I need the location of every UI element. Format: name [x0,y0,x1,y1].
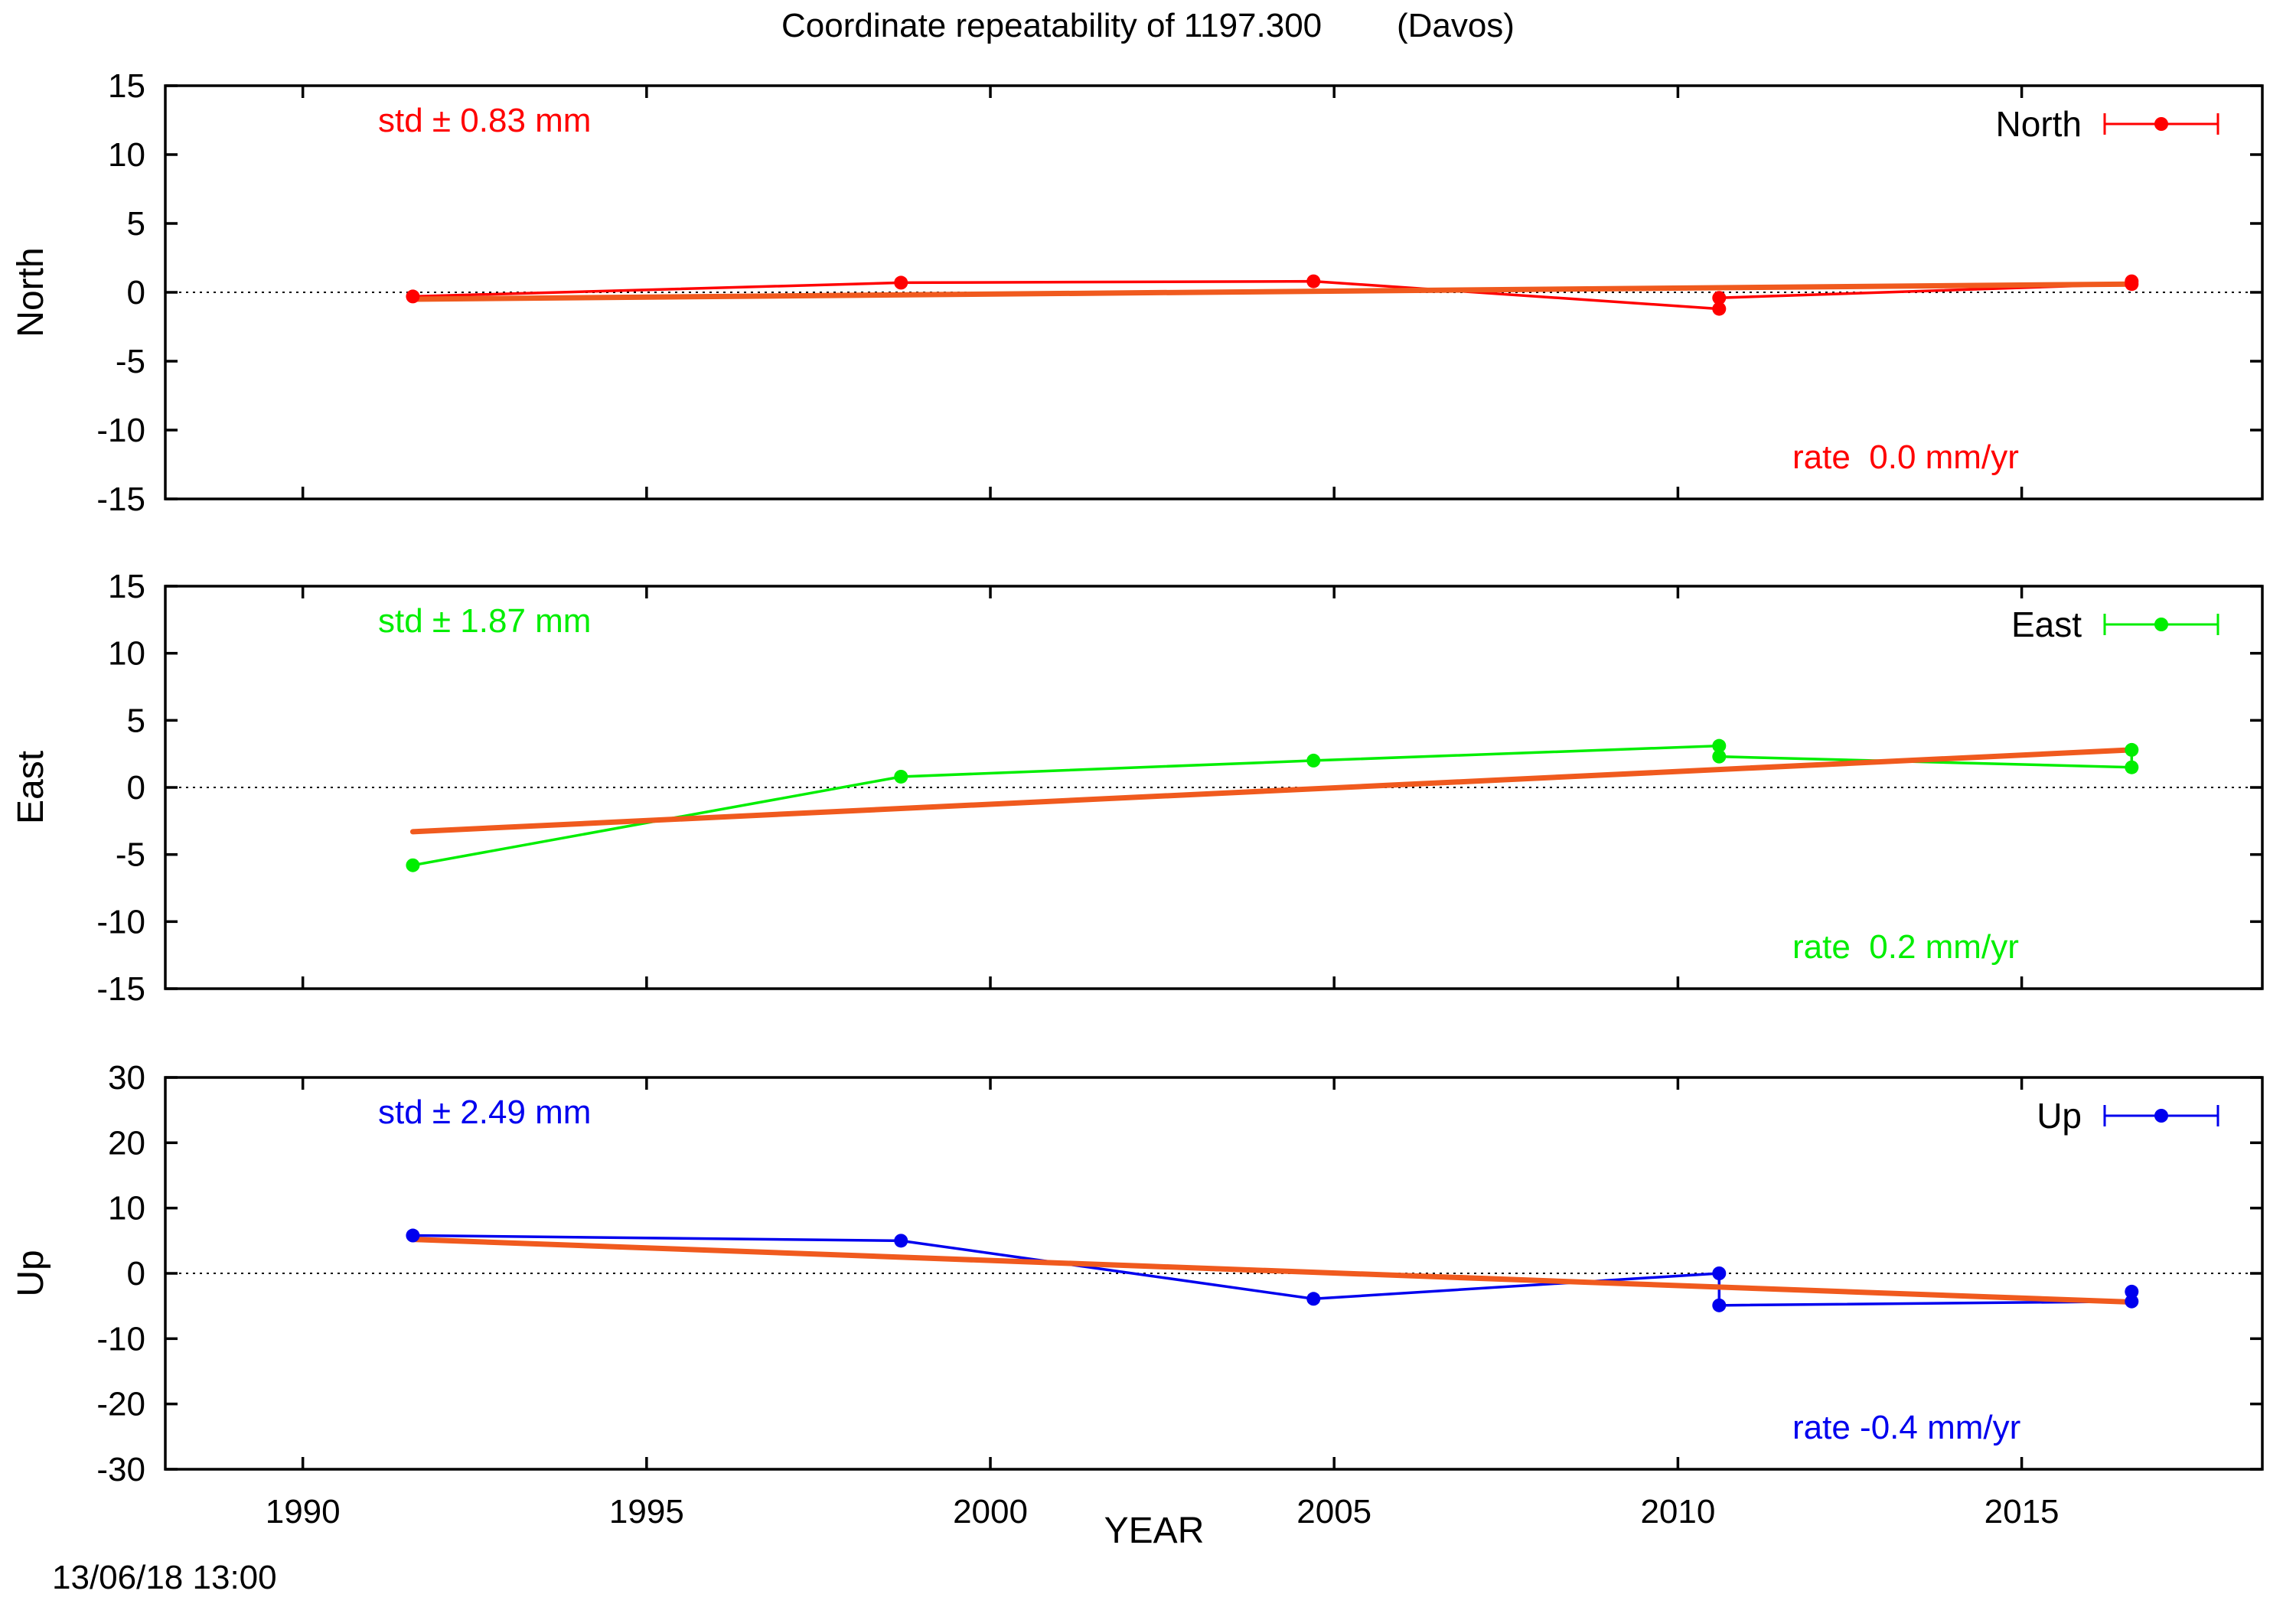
north-y-axis-label: North [11,247,51,337]
north-data-point [406,289,420,304]
up-y-tick-label: -20 [96,1386,145,1423]
east-y-tick-label: 0 [127,769,145,807]
east-panel: -15 -10 -5 0 5 10 15 East std ± 1.87 mm rate 0.2 … [11,568,2264,1008]
east-trend-line [409,747,2135,835]
up-data-point [2125,1284,2139,1299]
north-y-tick-label: -10 [96,412,145,449]
x-tick-label: 2015 [1985,1493,2060,1530]
east-y-tick-label: 15 [108,568,145,605]
up-legend-marker [2154,1109,2168,1123]
up-y-axis-label: Up [11,1250,51,1296]
north-y-tick-label: 0 [127,274,145,311]
up-y-tick-label: 10 [108,1190,145,1227]
north-y-tick-label: -15 [96,481,145,518]
east-y-axis-label: East [11,751,51,824]
up-data-point [2125,1294,2139,1309]
north-trend-line [409,281,2135,302]
east-y-tick-label: 5 [127,702,145,739]
up-data-point [1712,1266,1727,1280]
north-std-label: std ± 0.83 mm [378,102,591,139]
x-tick-label: 1990 [266,1493,341,1530]
north-data-point [894,275,908,290]
chart-title: Coordinate repeatability of 1197.300 (Da… [781,7,1515,44]
up-data-point [1306,1292,1321,1306]
up-y-tick-label: 0 [127,1255,145,1292]
east-legend-label: East [2011,605,2082,644]
east-data-point [1712,749,1727,764]
east-y-tick-label: -15 [96,970,145,1008]
east-y-tick-label: -5 [116,836,145,874]
north-y-tick-label: 10 [108,136,145,174]
x-tick-label: 2005 [1296,1493,1371,1530]
up-data-point [1712,1298,1727,1312]
up-rate-label: rate -0.4 mm/yr [1792,1409,2020,1446]
north-legend: North [1996,104,2219,144]
up-panel: -30 -20 -10 0 10 20 30 Up std ± 2.49 mm rate -0.4… [11,1059,2264,1530]
east-data-point [1306,753,1321,768]
east-data-point [406,858,420,872]
east-std-label: std ± 1.87 mm [378,602,591,640]
x-tick-label: 1995 [609,1493,684,1530]
north-y-tick-label: 15 [108,67,145,105]
up-data-point [894,1234,908,1248]
east-y-tick-label: 10 [108,635,145,673]
north-data-point [1712,302,1727,316]
timestamp: 13/06/18 13:00 [52,1559,277,1596]
east-data-point [2125,742,2139,757]
east-data-point [2125,760,2139,774]
north-panel: -15 -10 -5 0 5 10 15 North std ± 0.83 mm rate 0.0… [11,67,2264,518]
east-legend-marker [2154,618,2168,631]
north-y-tick-label: 5 [127,205,145,243]
up-y-tick-label: -10 [96,1320,145,1358]
north-legend-marker [2154,117,2168,131]
north-data-point [1712,291,1727,305]
north-legend-label: North [1996,104,2082,144]
east-data-point [1712,738,1727,753]
up-legend-label: Up [2037,1096,2082,1136]
north-data-point [1306,274,1321,288]
chart-panels: -15 -10 -5 0 5 10 15 North std ± 0.83 mm rate 0.0… [11,67,2264,1530]
east-data-point [894,769,908,784]
up-data-point [406,1228,420,1243]
up-trend-line [409,1237,2135,1305]
x-tick-label: 2010 [1640,1493,1715,1530]
east-y-tick-label: -10 [96,903,145,940]
up-y-tick-label: 20 [108,1124,145,1162]
x-tick-label: 2000 [953,1493,1028,1530]
up-std-label: std ± 2.49 mm [378,1094,591,1131]
east-rate-label: rate 0.2 mm/yr [1792,928,2019,966]
up-y-tick-label: 30 [108,1059,145,1097]
north-data-point [2125,274,2139,288]
up-y-tick-label: -30 [96,1451,145,1488]
north-rate-label: rate 0.0 mm/yr [1792,438,2019,476]
east-legend: East [2011,605,2219,644]
up-legend: Up [2037,1096,2219,1136]
x-axis-label: YEAR [1104,1511,1205,1551]
north-y-tick-label: -5 [116,343,145,380]
